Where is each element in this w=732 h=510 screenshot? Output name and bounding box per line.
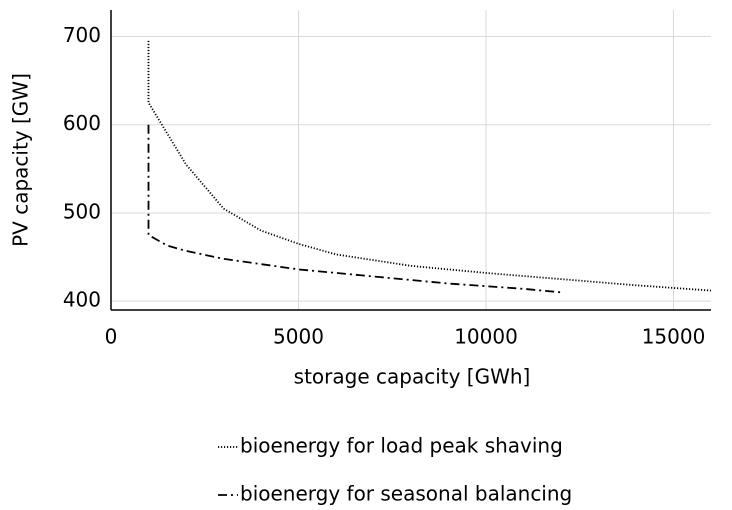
y-tick-label: 600: [63, 111, 101, 135]
x-tick-label: 15000: [642, 325, 706, 349]
x-axis-label: storage capacity [GWh]: [294, 365, 531, 389]
series-line: [147, 124, 562, 294]
x-tick-label: 10000: [454, 325, 518, 349]
x-tick-label: 5000: [273, 325, 324, 349]
x-tick-label: 0: [105, 325, 118, 349]
y-tick-label: 500: [63, 199, 101, 223]
legend-label: bioenergy for seasonal balancing: [240, 482, 572, 506]
y-tick-label: 400: [63, 288, 101, 312]
y-tick-label: 700: [63, 23, 101, 47]
y-axis-label: PV capacity [GW]: [9, 73, 33, 247]
legend-label: bioenergy for load peak shaving: [240, 434, 563, 458]
series-line: [147, 40, 712, 292]
